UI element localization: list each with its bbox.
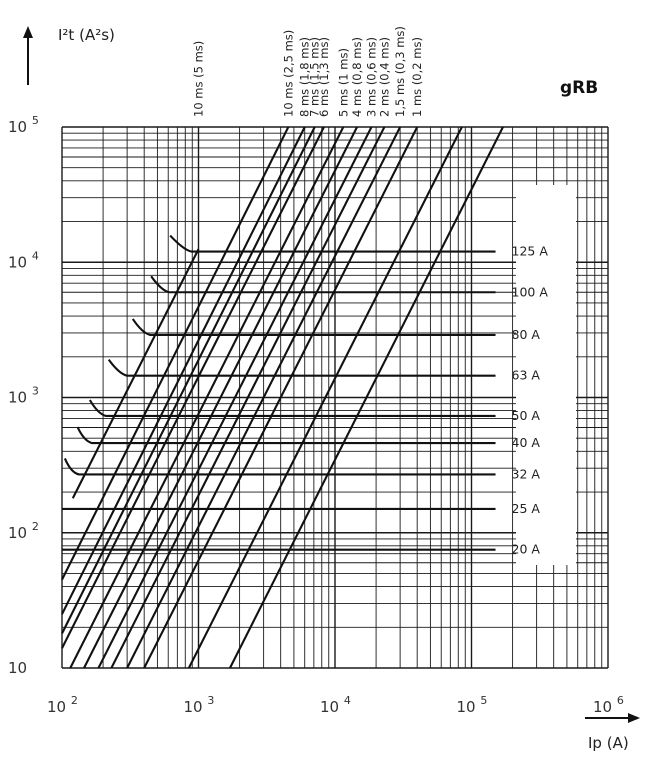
y-tick-label: 10 5 <box>8 114 39 136</box>
series-label: 4 ms (0,8 ms) <box>350 37 364 117</box>
series-label: 6 ms (1,3 ms) <box>317 37 331 117</box>
fuse-curve <box>150 275 496 294</box>
fuse-label: 100 A <box>512 284 549 299</box>
fuse-label: 25 A <box>512 501 541 516</box>
fuse-lines <box>62 234 496 551</box>
fuse-label: 32 A <box>512 466 541 481</box>
fuse-curve <box>107 359 496 377</box>
series-label: 10 ms (5 ms) <box>192 41 206 117</box>
fuse-label: 50 A <box>512 408 541 423</box>
series-line <box>69 126 345 669</box>
fuse-curve <box>76 426 496 445</box>
series-line <box>143 126 419 669</box>
fuse-label: 20 A <box>512 542 541 557</box>
series-label: 10 ms (2,5 ms) <box>281 30 295 117</box>
fuse-label: 80 A <box>512 327 541 342</box>
x-tick-label: 10 2 <box>47 694 78 716</box>
series-line <box>229 126 504 669</box>
y-tick-label: 10 2 <box>8 520 39 542</box>
fuse-label: 125 A <box>512 244 549 259</box>
x-tick-label: 10 3 <box>184 694 215 716</box>
label-background <box>516 185 576 565</box>
series-label: 1,5 ms (0,3 ms) <box>393 26 407 117</box>
series-label: 1 ms (0,2 ms) <box>410 37 424 117</box>
y-axis-title: I²t (A²s) <box>58 26 115 44</box>
x-tick-label: 10 4 <box>320 694 351 716</box>
fuse-label: 40 A <box>512 435 541 450</box>
x-axis-title: Ip (A) <box>588 734 629 752</box>
series-label: 5 ms (1 ms) <box>336 48 350 117</box>
fuse-curve <box>131 318 496 337</box>
chart-title: gRB <box>560 78 598 98</box>
series-label: 2 ms (0,4 ms) <box>377 37 391 117</box>
series-lines <box>61 126 504 669</box>
series-labels: 10 ms (5 ms) 10 ms (2,5 ms) 8 ms (1,8 ms)7… <box>192 26 425 117</box>
series-line <box>187 126 463 669</box>
y-tick-label: 10 <box>8 659 27 677</box>
y-tick-label: 10 4 <box>8 249 39 271</box>
series-line <box>61 126 306 615</box>
x-axis-arrowhead-icon <box>628 713 640 723</box>
series-line <box>126 126 402 669</box>
series-line <box>71 248 200 499</box>
series-line <box>61 126 316 634</box>
series-line <box>61 126 325 649</box>
x-tick-label: 10 6 <box>593 694 624 716</box>
series-label: 7 ms (1,5 ms) <box>308 37 322 117</box>
fuse-curve <box>88 399 496 418</box>
series-line <box>83 126 358 669</box>
fuse-label: 63 A <box>512 368 541 383</box>
series-line <box>110 126 386 669</box>
tick-labels: 10 2 10 3 10 4 10 5 10 6 10 10 2 10 3 10 4 10 5 <box>8 114 624 716</box>
series-line <box>97 126 373 669</box>
fuse-labels: 125 A 100 A 80 A 63 A 50 A 40 A 32 A 25 A 20 A <box>512 244 549 557</box>
series-label: 8 ms (1,8 ms) <box>298 37 312 117</box>
series-label: 3 ms (0,6 ms) <box>364 37 378 117</box>
y-axis-arrowhead-icon <box>23 26 33 38</box>
y-tick-label: 10 3 <box>8 385 39 407</box>
series-line <box>61 126 290 581</box>
fuse-curve <box>169 234 496 253</box>
fuse-curve <box>63 457 496 476</box>
x-tick-label: 10 5 <box>457 694 488 716</box>
